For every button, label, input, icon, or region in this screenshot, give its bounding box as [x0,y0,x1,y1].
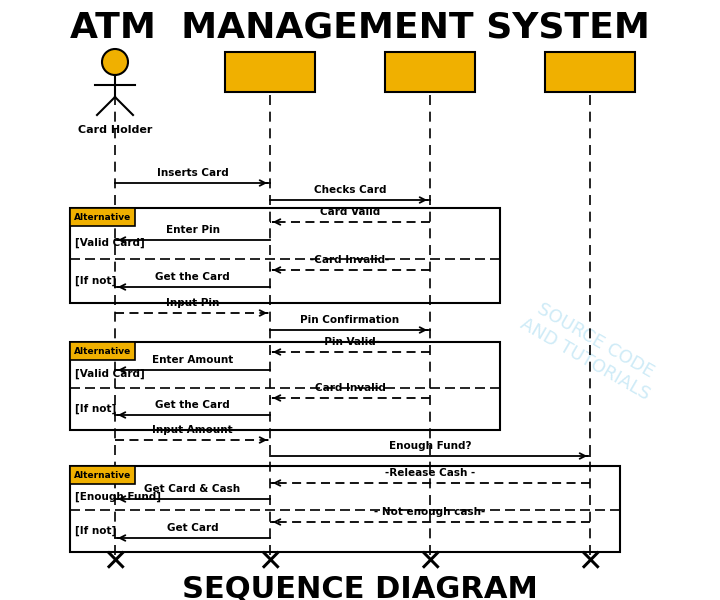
Bar [70,466,135,484]
Bar [70,342,135,360]
Text: Card Holder: Card Holder [78,125,152,135]
Text: Pin Confirmation: Pin Confirmation [300,315,400,325]
Text: [Valid Card]: [Valid Card] [75,238,145,248]
Text: Card Invalid: Card Invalid [315,383,385,393]
Text: Get the Card: Get the Card [155,272,230,282]
Text: Alternative: Alternative [74,470,131,479]
Text: -Release Cash -: -Release Cash - [385,468,475,478]
Bar [385,52,475,92]
Text: Alternative: Alternative [74,346,131,355]
Text: Inserts Card: Inserts Card [157,168,228,178]
Text: Get Card: Get Card [167,523,218,533]
Text: ATM Machine: ATM Machine [229,67,311,77]
Text: [Enough Fund]: [Enough Fund] [75,492,161,502]
Text: Enough Fund?: Enough Fund? [389,441,472,451]
Text: -Pin Valid-: -Pin Valid- [320,337,380,347]
Text: Card Valid: Card Valid [320,207,380,217]
Text: Get Card & Cash: Get Card & Cash [145,484,240,494]
Text: Input Amount: Input Amount [152,425,233,435]
Text: - Not enough cash-: - Not enough cash- [374,507,485,517]
Text: Input Pin: Input Pin [166,298,219,308]
Text: [If not]: [If not] [75,404,116,414]
Bar [70,466,620,552]
Text: System Server: System Server [384,67,476,77]
Text: [Valid Card]: [Valid Card] [75,369,145,379]
Bar [225,52,315,92]
Text: Alternative: Alternative [74,212,131,221]
Text: Checks Card: Checks Card [314,185,386,195]
Text: [If not]: [If not] [75,526,116,536]
Bar [70,208,135,226]
Text: Get the Card: Get the Card [155,400,230,410]
Text: [If not]: [If not] [75,276,116,286]
Text: ✕: ✕ [577,548,603,577]
Text: ✕: ✕ [418,548,443,577]
Text: SOURCE CODE
AND TUTORIALS: SOURCE CODE AND TUTORIALS [517,296,663,403]
Text: ✕: ✕ [102,548,127,577]
Bar [70,342,500,430]
Circle shape [102,49,128,75]
Text: ✕: ✕ [257,548,283,577]
Text: Bank Account
Database: Bank Account Database [547,61,633,83]
Text: -Card Invalid-: -Card Invalid- [310,255,390,265]
Text: Enter Pin: Enter Pin [166,225,220,235]
Bar [545,52,635,92]
Text: SEQUENCE DIAGRAM: SEQUENCE DIAGRAM [182,575,538,600]
Text: ATM  MANAGEMENT SYSTEM: ATM MANAGEMENT SYSTEM [70,11,650,45]
Text: Enter Amount: Enter Amount [152,355,233,365]
Bar [70,208,500,303]
